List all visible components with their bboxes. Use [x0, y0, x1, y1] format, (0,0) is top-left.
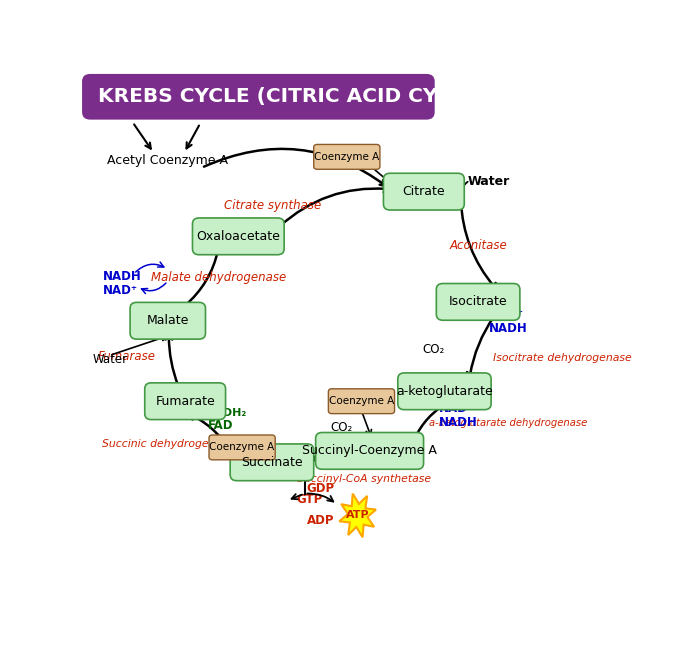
- FancyBboxPatch shape: [193, 218, 284, 255]
- Text: Malate dehydrogenase: Malate dehydrogenase: [151, 270, 286, 284]
- Text: Isocitrate: Isocitrate: [449, 295, 507, 308]
- Text: FAD: FAD: [208, 419, 233, 432]
- Polygon shape: [340, 493, 376, 537]
- Text: NAD⁺: NAD⁺: [103, 284, 138, 297]
- Text: Water: Water: [93, 353, 128, 366]
- Text: NADH: NADH: [439, 416, 478, 429]
- Text: Succinyl-CoA synthetase: Succinyl-CoA synthetase: [297, 473, 431, 484]
- Text: ATP: ATP: [346, 510, 370, 521]
- Text: Aconitase: Aconitase: [450, 239, 508, 252]
- Text: Citrate synthase: Citrate synthase: [225, 199, 322, 212]
- Text: Acetyl Coenzyme A: Acetyl Coenzyme A: [107, 154, 228, 167]
- Text: Fumarase: Fumarase: [97, 350, 155, 363]
- Text: NADH: NADH: [103, 270, 141, 283]
- Text: Coenzyme A: Coenzyme A: [209, 442, 274, 452]
- Text: NADH: NADH: [489, 322, 528, 335]
- FancyBboxPatch shape: [130, 303, 206, 339]
- FancyBboxPatch shape: [82, 74, 435, 119]
- Text: Succinic dehydrogenase: Succinic dehydrogenase: [102, 439, 234, 449]
- Text: a-ketoglutarate dehydrogenase: a-ketoglutarate dehydrogenase: [429, 417, 587, 428]
- Text: KREBS CYCLE (CITRIC ACID CYCLE ): KREBS CYCLE (CITRIC ACID CYCLE ): [98, 87, 495, 106]
- Text: Fumarate: Fumarate: [155, 395, 215, 408]
- Text: Coenzyme A: Coenzyme A: [329, 396, 394, 406]
- Text: ADP: ADP: [307, 514, 335, 527]
- Text: Coenzyme A: Coenzyme A: [314, 152, 379, 162]
- Text: Citrate: Citrate: [402, 185, 445, 198]
- Text: Oxaloacetate: Oxaloacetate: [197, 230, 280, 243]
- Text: NAD⁺: NAD⁺: [489, 308, 524, 321]
- FancyBboxPatch shape: [209, 435, 275, 460]
- Text: Fatty acids: Fatty acids: [172, 105, 244, 118]
- Text: Succinyl-Coenzyme A: Succinyl-Coenzyme A: [302, 444, 437, 457]
- FancyBboxPatch shape: [384, 174, 464, 210]
- Text: Isocitrate dehydrogenase: Isocitrate dehydrogenase: [494, 353, 632, 363]
- FancyBboxPatch shape: [328, 389, 395, 413]
- Text: NAD⁺: NAD⁺: [439, 402, 474, 415]
- Text: CO₂: CO₂: [423, 342, 445, 355]
- FancyBboxPatch shape: [145, 383, 225, 420]
- Text: FADH₂: FADH₂: [208, 408, 246, 418]
- Text: CO₂: CO₂: [330, 421, 353, 434]
- Text: GDP: GDP: [307, 482, 335, 495]
- Text: Succinate: Succinate: [241, 456, 303, 469]
- Text: Malate: Malate: [146, 314, 189, 327]
- Text: GTP: GTP: [297, 493, 323, 506]
- FancyBboxPatch shape: [314, 144, 380, 169]
- Text: Water: Water: [468, 175, 510, 188]
- FancyBboxPatch shape: [230, 444, 314, 481]
- FancyBboxPatch shape: [316, 433, 424, 470]
- Text: a-ketoglutarate: a-ketoglutarate: [396, 385, 493, 398]
- FancyBboxPatch shape: [436, 284, 520, 321]
- FancyBboxPatch shape: [398, 373, 491, 410]
- Text: Glucose: Glucose: [99, 104, 150, 117]
